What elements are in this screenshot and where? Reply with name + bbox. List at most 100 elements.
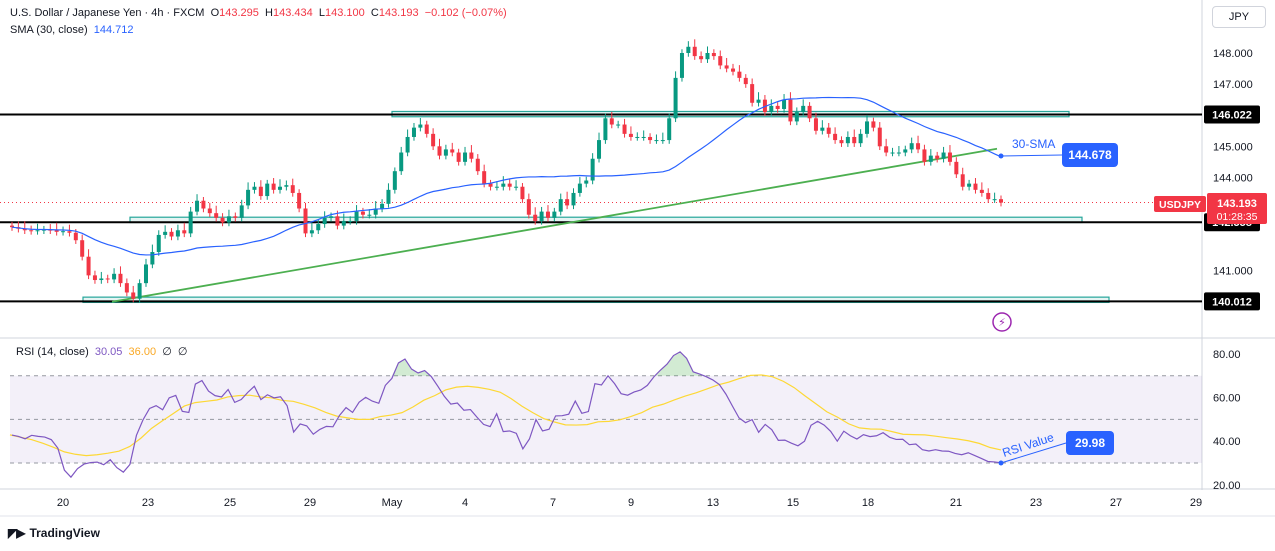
candle-body [137,283,142,299]
time-tick: 20 [57,497,69,509]
candle-body [411,127,416,137]
candle-body [507,183,512,187]
candle-body [973,183,978,190]
low-label: L [318,7,325,19]
candle-body [143,264,148,284]
candle-body [999,199,1003,203]
candle-body [10,225,14,228]
sma-callout-box [1062,143,1118,167]
candle-body [699,56,704,60]
price-tick: 147.000 [1213,79,1253,91]
price-tick: 144.000 [1213,172,1253,184]
candle-body [590,158,595,181]
candle-body [86,256,91,276]
rsi-callout-box [1066,431,1114,455]
candle-body [782,99,787,109]
rsi-overbought-fill [391,351,707,376]
candle-body [399,152,404,172]
tradingview-brand[interactable]: ◤▶ TradingView [8,526,100,540]
candle-body [928,155,933,162]
sma-callout-value: 144.678 [1068,148,1112,162]
chart-header: U.S. Dollar / Japanese Yen · 4h · FXCM O… [10,7,507,19]
candle-body [214,213,219,218]
candle-body [226,216,231,223]
candle-body [960,174,965,187]
candle-body [628,133,633,137]
rsi-label: RSI (14, close) [16,346,89,358]
time-tick: 9 [628,497,634,509]
candle-body [182,230,187,234]
candle-body [22,228,27,231]
rsi-tick: 20.00 [1213,480,1241,492]
candle-body [392,171,397,190]
sma-legend[interactable]: SMA (30, close) 144.712 [10,24,134,36]
candle-body [239,205,244,218]
candle-body [801,105,806,113]
candle-body [577,183,582,193]
level-label-2: 140.012 [1212,296,1252,308]
candle-body [246,189,251,206]
rsi-tick: 60.00 [1213,393,1241,405]
time-tick: 18 [862,497,874,509]
candle-body [941,152,946,159]
candle-body [118,273,123,284]
candle-body [150,252,155,265]
alert-circle [992,312,1012,332]
candle-body [737,71,742,78]
time-tick: 13 [707,497,719,509]
candle-body [61,231,66,233]
rsi-extra-1: ∅ [162,346,172,358]
brand-label: TradingView [29,526,100,540]
candle-body [967,183,972,187]
candle-body [916,143,921,150]
candle-body [386,189,391,204]
candle-body [169,231,174,237]
candle-body [220,217,225,223]
candle-body [105,278,110,280]
candle-body [297,192,302,209]
time-tick: 27 [1110,497,1122,509]
candle-body [54,230,59,232]
candle-body [558,199,563,212]
candle-body [565,199,570,206]
candle-body [316,224,321,231]
candle-body [954,161,959,175]
change-value: −0.102 (−0.07%) [424,7,507,19]
candle-body [533,214,538,221]
symbol-title: U.S. Dollar / Japanese Yen · 4h · FXCM [10,7,205,19]
rsi-tick: 40.00 [1213,436,1241,448]
symbol-tag [1154,196,1206,212]
candle-body [686,46,691,53]
candle-body [431,133,436,147]
candle-body [807,105,812,119]
candle-body [852,136,857,144]
trend-line [111,147,998,303]
candle-body [890,152,895,154]
candle-body [775,105,780,109]
candle-body [494,186,499,188]
candle-body [482,171,487,184]
candle-body [488,183,493,187]
candle-body [67,231,72,233]
open-value: 143.295 [219,7,259,19]
candle-body [833,133,838,141]
high-value: 143.434 [272,7,313,19]
candle-body [679,53,684,78]
level-label-box-0 [1204,105,1260,124]
time-tick: 15 [787,497,799,509]
candle-body [501,183,506,187]
candle-body [175,230,180,237]
sma-line [11,96,1002,256]
currency-button[interactable]: JPY [1212,6,1266,28]
candle-body [271,183,276,190]
candle-body [845,136,850,144]
price-tick: 141.000 [1213,266,1253,278]
open-label: O [210,7,220,19]
candle-body [443,149,448,156]
candle-body [207,208,212,214]
candle-body [992,199,997,201]
high-label: H [265,7,273,19]
candle-body [99,278,104,281]
rsi-legend[interactable]: RSI (14, close) 30.05 36.00 ∅ ∅ [16,345,188,358]
